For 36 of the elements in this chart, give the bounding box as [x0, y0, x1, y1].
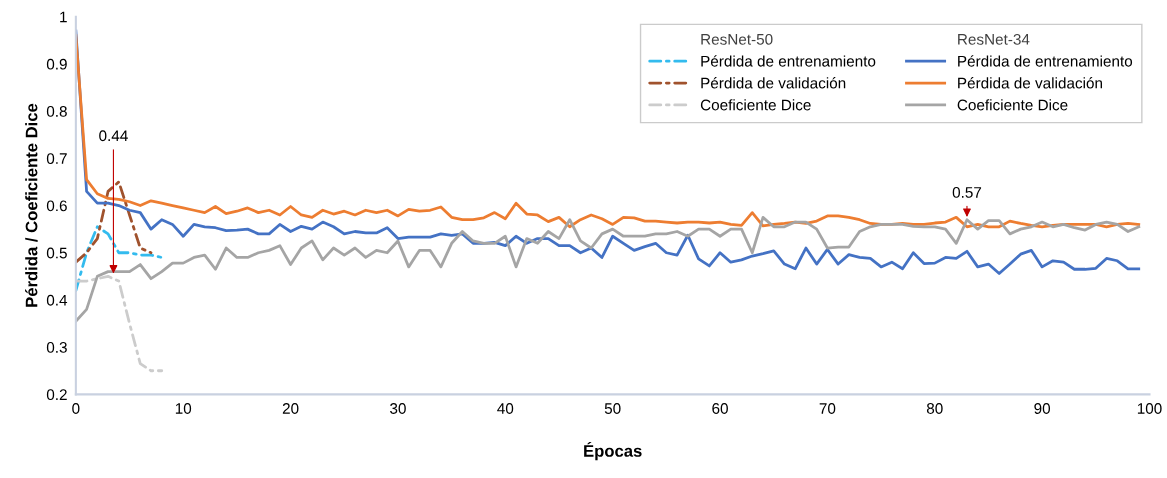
line-series: [75, 180, 153, 264]
x-tick-label: 70: [819, 403, 836, 414]
y-tick-label: 0.7: [46, 153, 67, 165]
y-tick-label: 0.9: [46, 58, 67, 70]
x-tick-label: 0: [72, 403, 80, 414]
x-tick-label: 40: [497, 403, 514, 414]
line-series: [75, 225, 164, 292]
line-series: [75, 274, 164, 373]
annotation: 0.44: [99, 130, 128, 142]
line-series: [75, 215, 1141, 323]
y-tick-label: 0.2: [46, 389, 67, 401]
y-tick-label: 0.5: [46, 247, 67, 259]
y-tick-label: 0.4: [46, 294, 68, 306]
legend-label: Coeficiente Dice: [957, 99, 1068, 111]
x-tick-label: 100: [1137, 403, 1162, 414]
x-tick-label: 50: [604, 403, 621, 414]
annotation: ResNet-34: [958, 33, 1030, 45]
x-tick-label: 30: [390, 403, 406, 414]
legend-label: Pérdida de validación: [701, 77, 846, 89]
y-tick-label: 0.3: [46, 342, 67, 353]
y-axis-title: Pérdida / Coeficiente Dice: [25, 103, 38, 307]
x-tick-label: 90: [1034, 403, 1051, 414]
y-tick-label: 1: [60, 11, 67, 23]
x-tick-label: 20: [282, 403, 299, 414]
y-tick-label: 0.8: [46, 106, 67, 117]
legend-label: Pérdida de validación: [958, 77, 1102, 89]
y-tick-label: 0.6: [46, 200, 67, 212]
x-tick-label: 10: [175, 403, 192, 414]
legend-label: Pérdida de entrenamiento: [701, 55, 876, 67]
x-axis-title: Épocas: [584, 441, 642, 461]
annotation: ResNet-50: [701, 33, 773, 45]
legend-label: Coeficiente Dice: [700, 99, 811, 111]
x-tick-label: 60: [712, 403, 728, 414]
x-tick-label: 80: [926, 403, 943, 414]
legend-label: Pérdida de entrenamiento: [958, 55, 1133, 67]
annotation: 0.57: [952, 186, 982, 198]
